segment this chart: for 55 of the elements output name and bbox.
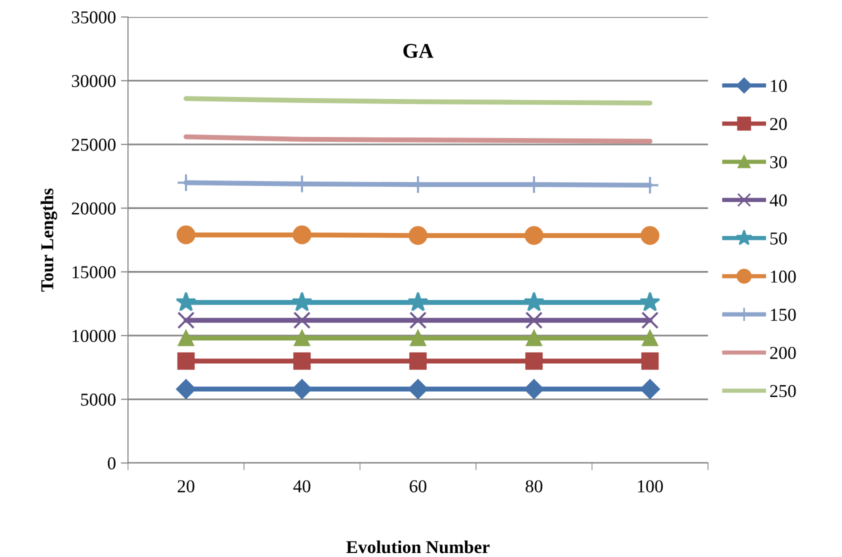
point [408, 379, 428, 399]
point [176, 379, 196, 399]
x-tick-label: 100 [638, 480, 663, 492]
text: GA [403, 44, 434, 58]
point [524, 226, 544, 245]
point [641, 312, 659, 329]
point [176, 292, 196, 312]
legend-label: 250 [770, 384, 796, 398]
y-tick-label: 0 [108, 457, 116, 470]
point [408, 226, 428, 245]
y-tick-label: 25000 [72, 138, 116, 151]
x-tick-label: 80 [526, 480, 542, 492]
point [292, 226, 312, 244]
point [292, 379, 312, 399]
y-tick-label: 30000 [72, 74, 116, 88]
x-tick-label: 40 [293, 480, 310, 492]
point [410, 330, 426, 346]
point [178, 330, 194, 346]
legend-label: 40 [770, 194, 787, 206]
legend-label: 20 [770, 118, 787, 130]
point [640, 226, 660, 245]
point [177, 352, 195, 370]
y-tick-label: 15000 [72, 266, 116, 278]
legend-label: 10 [770, 80, 787, 92]
point [525, 312, 543, 329]
point [176, 226, 196, 244]
point [525, 352, 543, 370]
point [524, 292, 544, 312]
point [292, 292, 312, 312]
y-tick-label: 5000 [81, 394, 116, 406]
point [524, 379, 544, 399]
legend-label: 30 [770, 156, 787, 168]
y-tick-label: 20000 [72, 202, 116, 215]
point [293, 352, 311, 370]
point [177, 312, 195, 329]
point [640, 379, 660, 399]
x-tick-label: 60 [410, 480, 426, 492]
y-axis-title: Tour Lengths [40, 188, 58, 292]
point [408, 292, 428, 312]
point [641, 352, 659, 370]
y-tick-label: 10000 [72, 330, 116, 342]
legend-label: 150 [770, 308, 796, 321]
legend-label: 200 [770, 346, 796, 360]
x-axis-title: Evolution Number [346, 540, 490, 554]
point [526, 330, 542, 346]
point [409, 312, 427, 329]
legend-label: 100 [770, 270, 796, 283]
point [640, 292, 660, 312]
point [293, 312, 311, 329]
point [409, 352, 427, 370]
point [642, 330, 658, 346]
x-tick-label: 20 [178, 480, 194, 492]
legend-label: 50 [770, 232, 787, 245]
point [294, 330, 310, 346]
y-tick-label: 35000 [72, 11, 116, 24]
